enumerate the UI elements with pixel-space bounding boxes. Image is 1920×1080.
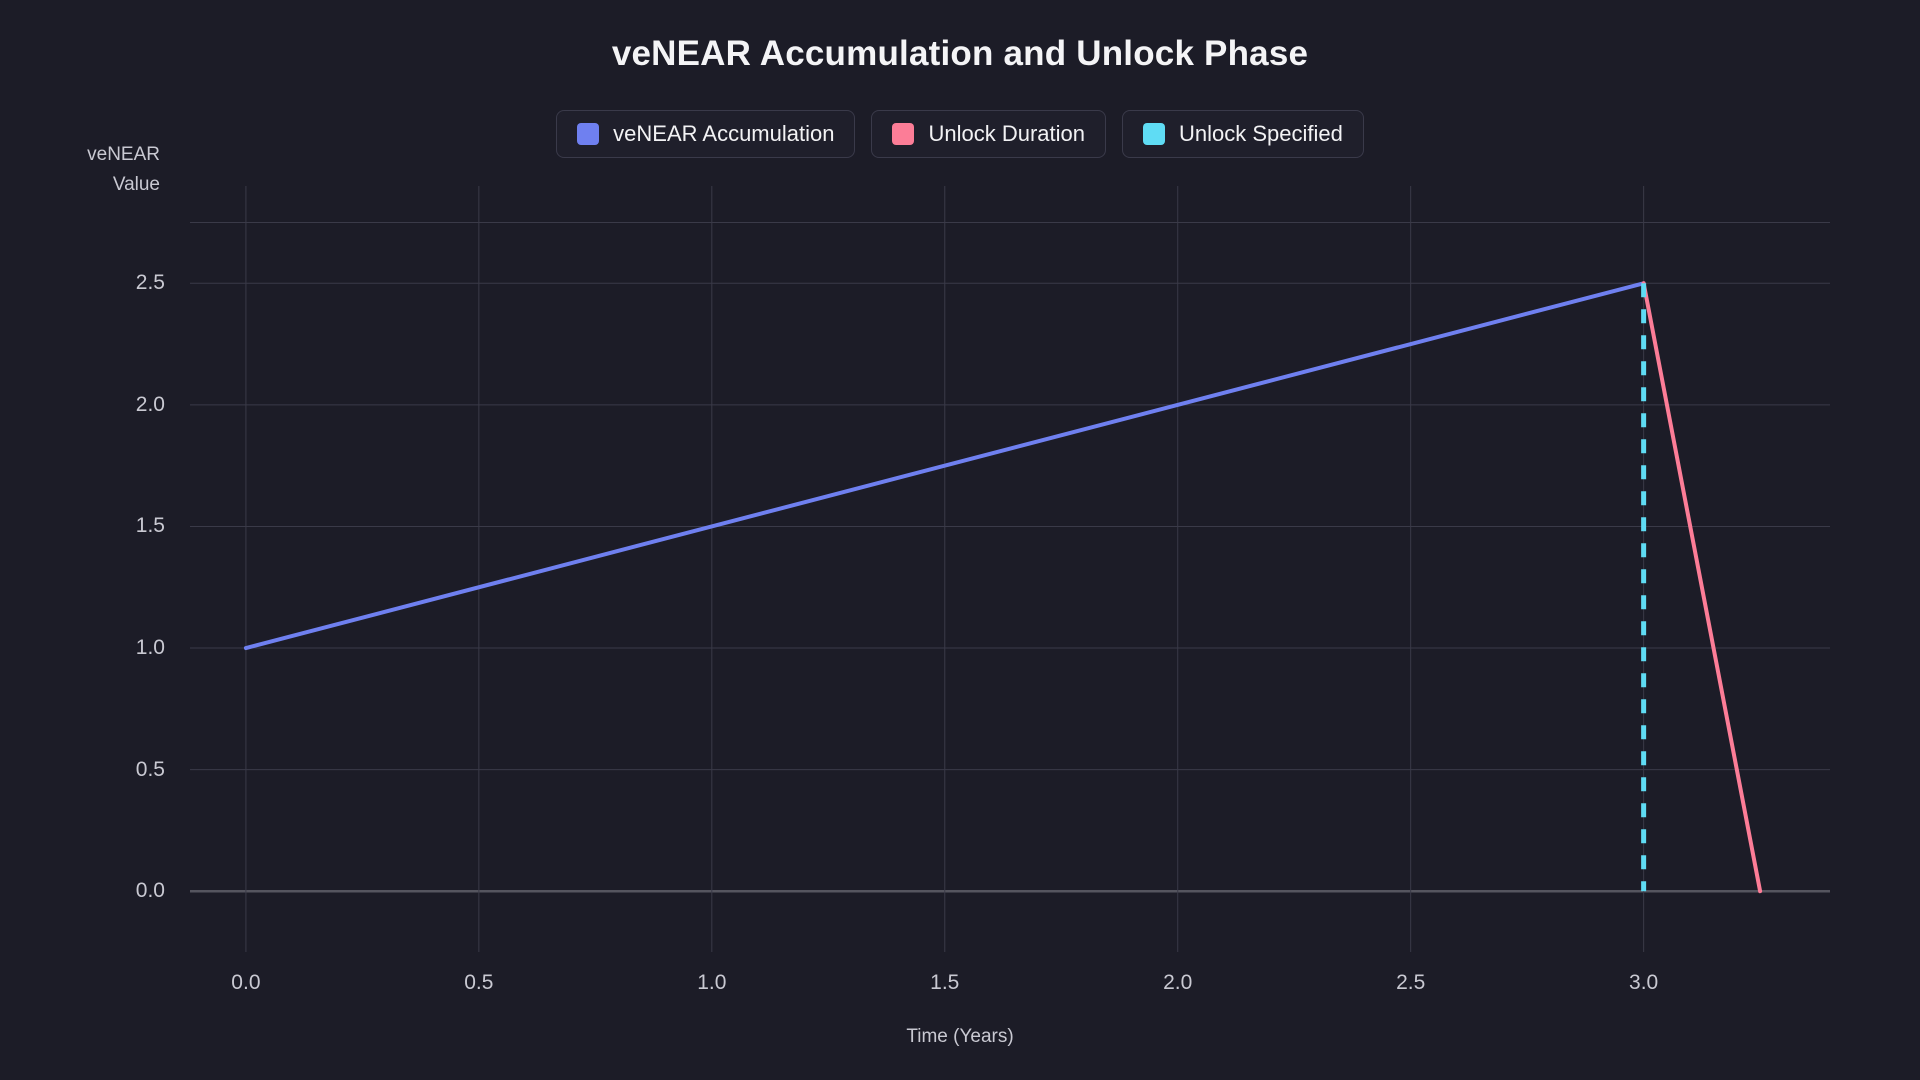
series-line-venear-accumulation bbox=[243, 281, 1646, 651]
legend-swatch-venear-accumulation bbox=[577, 123, 600, 145]
y-tick-0.0: 0.0 bbox=[135, 879, 165, 903]
chart-canvas bbox=[190, 186, 1830, 952]
x-tick-0.5: 0.5 bbox=[464, 971, 494, 994]
y-tick-1.0: 1.0 bbox=[135, 636, 165, 660]
y-axis-title: veNEAR Value bbox=[87, 144, 160, 195]
legend-label-venear-accumulation: veNEAR Accumulation bbox=[613, 121, 835, 146]
page-title: veNEAR Accumulation and Unlock Phase bbox=[611, 34, 1309, 73]
legend-label-unlock-duration: Unlock Duration bbox=[928, 121, 1085, 146]
legend-swatch-unlock-specified bbox=[1142, 123, 1165, 145]
y-tick-1.5: 1.5 bbox=[135, 514, 165, 538]
x-tick-2.5: 2.5 bbox=[1396, 971, 1426, 994]
series-line-unlock-duration bbox=[1641, 281, 1763, 894]
y-tick-2.5: 2.5 bbox=[135, 271, 165, 295]
legend-swatch-unlock-duration bbox=[892, 123, 915, 145]
x-tick-1.0: 1.0 bbox=[697, 971, 727, 994]
legend-item-unlock-specified[interactable]: Unlock Specified bbox=[1121, 110, 1364, 158]
legend-label-unlock-specified: Unlock Specified bbox=[1178, 121, 1343, 146]
chart-legend: veNEAR Accumulation Unlock Duration Unlo… bbox=[0, 110, 1920, 158]
legend-item-venear-accumulation[interactable]: veNEAR Accumulation bbox=[556, 110, 856, 158]
plot-area bbox=[190, 186, 1830, 952]
x-tick-3.0: 3.0 bbox=[1629, 971, 1659, 994]
x-tick-0.0: 0.0 bbox=[231, 971, 261, 994]
x-tick-1.5: 1.5 bbox=[930, 971, 960, 994]
legend-item-unlock-duration[interactable]: Unlock Duration bbox=[871, 110, 1106, 158]
y-tick-0.5: 0.5 bbox=[135, 757, 165, 781]
x-tick-2.0: 2.0 bbox=[1163, 971, 1193, 994]
x-axis-title: Time (Years) bbox=[906, 1026, 1014, 1047]
y-tick-2.0: 2.0 bbox=[135, 392, 165, 416]
